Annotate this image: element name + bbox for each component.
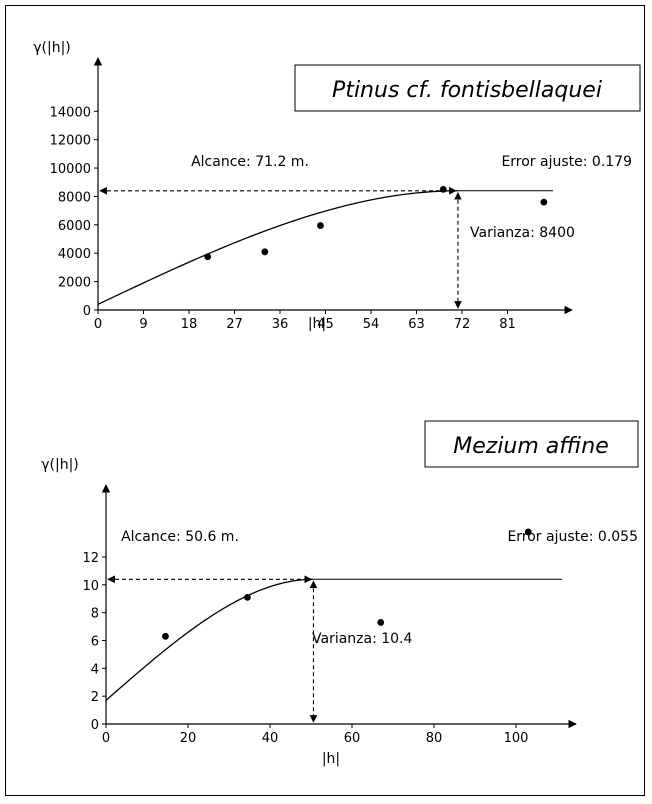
chart-panel-2: 0 20 40 60 80 100 0 2 4 6 8 10 12 γ(|h|) |h| Mezium aff… xyxy=(41,420,639,767)
x-tick-label: 100 xyxy=(504,731,529,746)
data-point xyxy=(261,248,269,256)
x-tick-label: 9 xyxy=(139,317,147,332)
error-label: Error ajuste: 0.055 xyxy=(507,529,638,545)
title-box xyxy=(424,420,639,468)
y-tick-label: 6 xyxy=(91,635,99,650)
y-tick-label: 10 xyxy=(82,579,99,594)
y-tick-label: 4 xyxy=(91,662,99,677)
data-point xyxy=(377,619,385,626)
figure-frame xyxy=(5,5,645,796)
x-tick-label: 20 xyxy=(180,731,197,746)
y-tick-label: 10000 xyxy=(50,162,91,177)
x-tick-label: 54 xyxy=(363,317,380,332)
y-tick-label: 6000 xyxy=(58,219,91,234)
chart-title: Mezium affine xyxy=(453,434,609,459)
x-tick-label: 45 xyxy=(317,317,334,332)
error-label: Error ajuste: 0.179 xyxy=(501,154,632,170)
x-tick-label: 18 xyxy=(181,317,198,332)
variance-label: Varianza: 8400 xyxy=(470,225,575,241)
data-point xyxy=(524,528,532,536)
x-tick-label: 36 xyxy=(272,317,289,332)
chart-panel-1: 0 9 18 27 36 45 54 63 72 81 0 2000 4000 6000 8000 10000… xyxy=(33,40,641,332)
range-label: Alcance: 50.6 m. xyxy=(121,529,239,545)
x-tick-label: 0 xyxy=(94,317,102,332)
data-point xyxy=(244,593,251,601)
title-box xyxy=(294,64,641,112)
x-tick-label: 72 xyxy=(454,317,471,332)
x-axis-label: |h| xyxy=(308,316,326,332)
x-tick-label: 60 xyxy=(344,731,361,746)
data-point xyxy=(439,185,447,193)
y-tick-label: 0 xyxy=(91,718,99,733)
y-tick-label: 8 xyxy=(91,607,99,622)
y-tick-label: 4000 xyxy=(58,247,91,262)
x-tick-label: 0 xyxy=(102,731,110,746)
y-tick-label: 0 xyxy=(83,304,91,319)
y-axis-label: γ(|h|) xyxy=(41,457,79,473)
y-axis-label: γ(|h|) xyxy=(33,40,71,56)
y-tick-label: 12 xyxy=(82,551,99,566)
x-tick-label: 81 xyxy=(499,317,516,332)
chart-title: Ptinus cf. fontisbellaquei xyxy=(332,78,602,103)
x-tick-label: 63 xyxy=(408,317,425,332)
y-tick-label: 14000 xyxy=(50,105,91,120)
data-point xyxy=(540,198,548,206)
y-tick-label: 12000 xyxy=(50,134,91,149)
x-tick-label: 27 xyxy=(226,317,243,332)
data-point xyxy=(162,632,169,640)
model-curve xyxy=(97,190,458,305)
data-point xyxy=(204,253,212,261)
y-tick-label: 2 xyxy=(91,690,99,705)
data-point xyxy=(317,222,324,229)
y-tick-label: 8000 xyxy=(58,190,91,205)
x-tick-label: 40 xyxy=(262,731,279,746)
y-tick-label: 2000 xyxy=(58,276,91,291)
x-axis-label: |h| xyxy=(322,751,340,767)
x-tick-label: 80 xyxy=(426,731,443,746)
model-curve xyxy=(105,578,314,701)
range-label: Alcance: 71.2 m. xyxy=(191,154,309,170)
variance-label: Varianza: 10.4 xyxy=(312,631,413,647)
